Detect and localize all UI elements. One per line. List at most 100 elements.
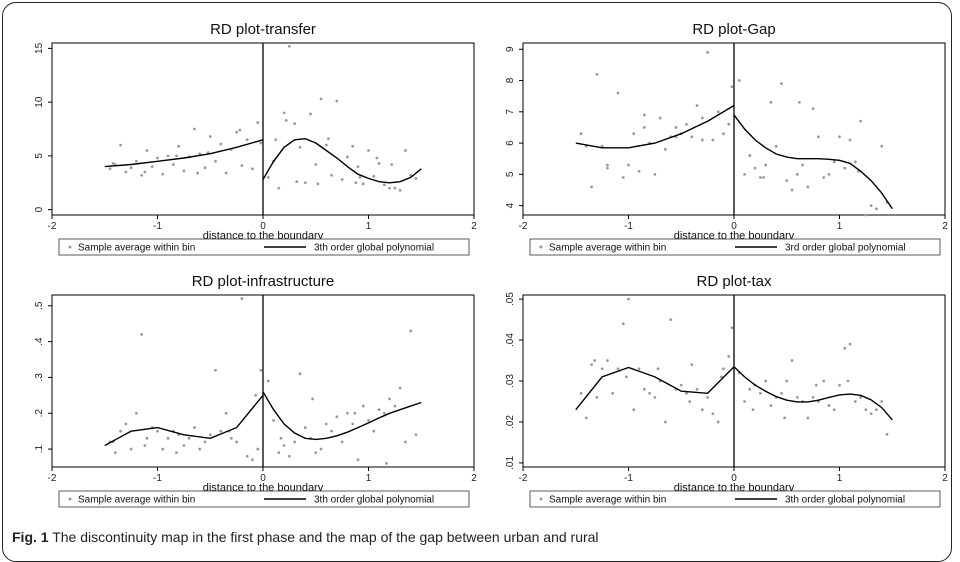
chart-panel-infrastructure: RD plot-infrastructure -2 -1 0 1 2.1.2.3.4.5 d… — [14, 270, 480, 520]
y-tick-label: .04 — [505, 333, 516, 347]
legend-label-line: 3th order global polynomial — [314, 495, 434, 506]
scatter-point — [590, 363, 593, 367]
scatter-point — [843, 166, 847, 170]
scatter-point — [695, 104, 699, 107]
rd-plot-infrastructure: RD plot-infrastructure-2 -1 0 1 2.1.2.3.4.5d… — [34, 273, 477, 508]
scatter-point — [616, 91, 620, 95]
scatter-point — [811, 395, 815, 399]
scatter-point — [758, 176, 762, 179]
scatter-point — [642, 113, 646, 117]
scatter-point — [642, 126, 646, 129]
scatter-point — [409, 173, 413, 177]
scatter-point — [764, 163, 768, 167]
scatter-point — [869, 412, 873, 416]
scatter-point — [193, 127, 196, 131]
scatter-point — [669, 318, 673, 321]
scatter-point — [330, 429, 333, 433]
y-tick-label: .1 — [34, 444, 45, 453]
scatter-point — [196, 171, 199, 175]
legend-label-points: Sample average within bin — [549, 243, 666, 254]
scatter-point — [143, 444, 147, 447]
chart-title: RD plot-infrastructure — [192, 273, 335, 290]
scatter-point — [690, 135, 694, 139]
scatter-point — [642, 387, 646, 391]
scatter-point — [685, 122, 688, 126]
x-tick-label: -2 — [48, 473, 57, 484]
scatter-point — [203, 166, 207, 170]
legend-point-marker — [539, 497, 543, 501]
scatter-point — [298, 145, 302, 149]
scatter-point — [780, 82, 783, 86]
x-tick-label: 0 — [260, 221, 266, 232]
scatter-point — [187, 436, 191, 440]
scatter-point — [795, 172, 799, 176]
scatter-point — [624, 375, 628, 379]
scatter-point — [774, 144, 778, 148]
scatter-point — [853, 160, 857, 164]
scatter-point — [632, 408, 636, 412]
scatter-point — [716, 110, 720, 114]
scatter-point — [353, 411, 357, 415]
figure-caption: Fig. 1 The discontinuity map in the firs… — [12, 529, 599, 545]
scatter-point — [238, 128, 242, 132]
x-tick-label: 0 — [731, 221, 737, 232]
y-tick-label: .4 — [34, 337, 45, 346]
scatter-point — [295, 180, 299, 184]
scatter-point — [593, 359, 597, 362]
x-tick-label: -2 — [519, 221, 528, 232]
scatter-point — [748, 154, 752, 157]
scatter-point — [706, 395, 710, 399]
scatter-point — [240, 164, 244, 167]
scatter-point — [674, 126, 678, 129]
x-tick-label: -2 — [519, 473, 528, 484]
scatter-point — [245, 454, 249, 458]
scatter-point — [653, 395, 657, 399]
polynomial-fit-left — [104, 394, 264, 447]
scatter-point — [361, 404, 365, 408]
scatter-point — [404, 149, 407, 152]
scatter-point — [277, 451, 281, 455]
scatter-point — [129, 447, 133, 451]
scatter-point — [656, 367, 660, 371]
x-tick-label: -1 — [153, 473, 162, 484]
y-tick-label: .01 — [505, 456, 516, 470]
scatter-point — [627, 297, 630, 301]
scatter-point — [785, 379, 789, 383]
scatter-point — [885, 432, 889, 436]
scatter-point — [388, 397, 391, 401]
y-tick-label: 7 — [505, 109, 516, 115]
scatter-point — [229, 436, 233, 440]
scatter-point — [274, 138, 278, 142]
scatter-point — [124, 422, 128, 426]
scatter-point — [600, 144, 604, 148]
scatter-point — [637, 367, 641, 371]
scatter-point — [372, 429, 376, 433]
y-tick-label: .3 — [34, 373, 45, 382]
scatter-point — [272, 419, 275, 422]
scatter-point — [398, 386, 402, 390]
y-tick-label: .03 — [505, 374, 516, 388]
scatter-point — [140, 333, 144, 336]
scatter-point — [790, 188, 794, 192]
scatter-point — [240, 297, 244, 300]
x-tick-label: -1 — [153, 221, 162, 232]
scatter-point — [859, 119, 862, 123]
scatter-point — [208, 433, 212, 437]
scatter-point — [208, 135, 212, 138]
scatter-point — [637, 169, 641, 173]
x-tick-label: -1 — [624, 221, 633, 232]
figure-caption-text: The discontinuity map in the first phase… — [48, 529, 599, 545]
scatter-point — [111, 162, 115, 165]
scatter-point — [584, 416, 588, 420]
scatter-point — [367, 419, 370, 422]
scatter-point — [843, 346, 847, 350]
x-tick-label: 2 — [942, 221, 948, 232]
scatter-point — [393, 404, 397, 408]
y-tick-label: 10 — [34, 96, 45, 108]
y-tick-label: .05 — [505, 292, 516, 306]
scatter-point — [175, 451, 178, 455]
scatter-point — [664, 147, 667, 151]
scatter-point — [700, 138, 704, 142]
scatter-point — [214, 368, 217, 372]
